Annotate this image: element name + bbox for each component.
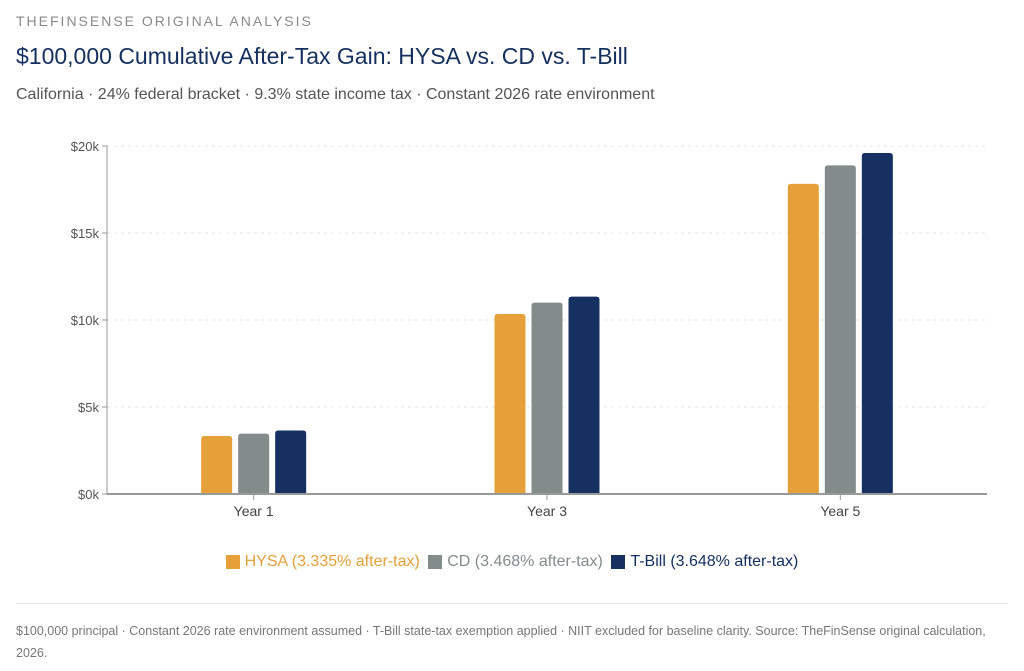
legend-item-cd[interactable]: CD (3.468% after-tax) xyxy=(428,553,603,571)
y-tick-label: $10k xyxy=(71,313,100,328)
bar-chart: $0k $5k $10k $15k $20k Year 1 Year 3 Year 5 xyxy=(71,139,987,519)
y-tick-label: $15k xyxy=(71,226,100,241)
eyebrow-label: THEFINSENSE ORIGINAL ANALYSIS xyxy=(16,13,313,29)
legend-swatch xyxy=(428,555,443,569)
legend: HYSA (3.335% after-tax) CD (3.468% after… xyxy=(0,553,1024,574)
footnote: $100,000 principal · Constant 2026 rate … xyxy=(16,624,986,660)
y-tick-label: $0k xyxy=(78,487,99,502)
legend-label: HYSA (3.335% after-tax) xyxy=(244,553,420,570)
bar xyxy=(238,433,270,494)
legend-label: CD (3.468% after-tax) xyxy=(447,553,603,570)
bar xyxy=(531,302,563,494)
legend-item-tbill[interactable]: T-Bill (3.648% after-tax) xyxy=(611,553,798,571)
legend-label: T-Bill (3.648% after-tax) xyxy=(630,553,799,570)
y-tick-label: $5k xyxy=(78,400,99,415)
legend-swatch xyxy=(225,555,240,569)
bar xyxy=(787,183,819,494)
x-tick-label: Year 5 xyxy=(820,503,860,519)
legend-swatch xyxy=(611,555,626,569)
y-tick-label: $20k xyxy=(71,139,100,154)
chart-subtitle: California · 24% federal bracket · 9.3% … xyxy=(16,86,655,103)
bar xyxy=(861,152,893,494)
x-tick-label: Year 3 xyxy=(527,503,567,519)
chart-title: $100,000 Cumulative After-Tax Gain: HYSA… xyxy=(16,43,628,69)
bar xyxy=(494,314,526,494)
divider xyxy=(16,603,1008,604)
x-tick-label: Year 1 xyxy=(234,503,274,519)
bar xyxy=(275,430,307,494)
legend-item-hysa[interactable]: HYSA (3.335% after-tax) xyxy=(225,553,420,571)
bar xyxy=(568,296,600,494)
bar xyxy=(201,435,233,494)
bar xyxy=(824,165,856,494)
